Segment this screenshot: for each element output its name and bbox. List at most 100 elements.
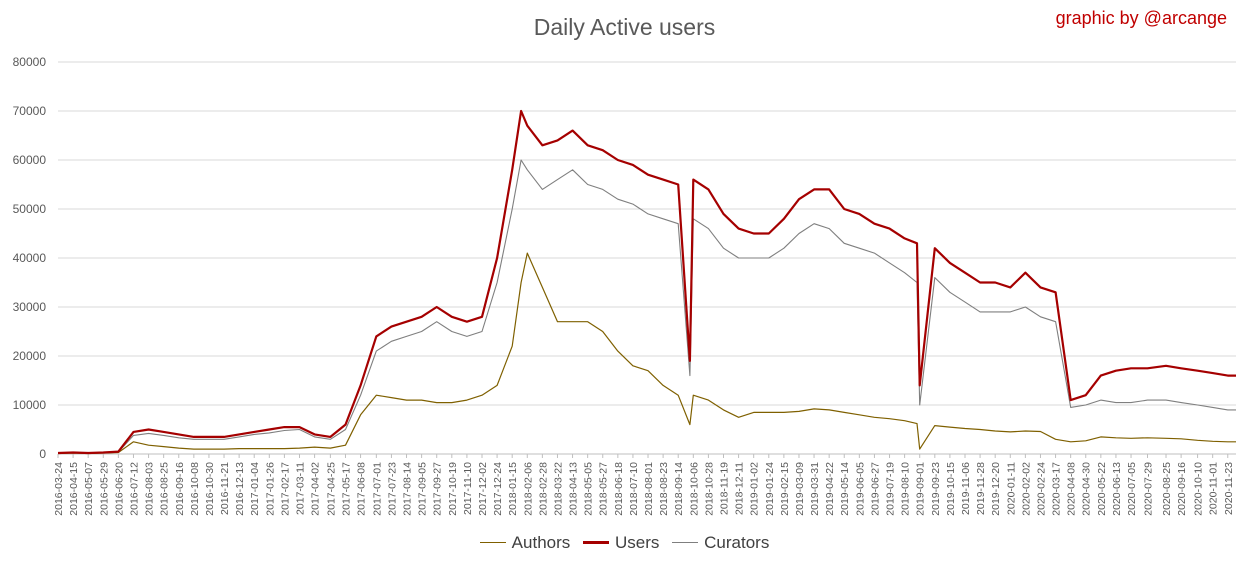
x-tick-label: 2018-02-28 <box>537 462 549 516</box>
x-tick-label: 2017-09-27 <box>432 462 444 516</box>
x-tick-label: 2016-12-13 <box>234 462 246 516</box>
x-tick-label: 2017-01-04 <box>249 462 261 516</box>
x-tick-label: 2020-02-02 <box>1020 462 1032 516</box>
legend-item-users: Users <box>583 533 659 553</box>
gridlines <box>58 61 1236 455</box>
series-line-curators <box>57 159 1236 454</box>
series-line-users <box>57 109 1236 455</box>
x-tick-label: 2018-02-06 <box>522 462 534 516</box>
x-tick-label: 2019-11-28 <box>975 462 987 515</box>
x-tick-label: 2016-10-30 <box>204 462 216 516</box>
x-tick-label: 2019-10-15 <box>945 462 957 516</box>
x-tick-label: 2017-11-10 <box>462 462 474 515</box>
legend-item-authors: Authors <box>479 533 571 553</box>
x-tick-label: 2018-04-13 <box>568 462 580 516</box>
x-tick-label: 2019-04-22 <box>824 462 836 516</box>
y-tick-label: 40000 <box>13 251 47 265</box>
x-tick-label: 2019-06-27 <box>869 462 881 516</box>
x-tick-label: 2017-04-02 <box>310 462 322 516</box>
x-tick-label: 2019-09-01 <box>915 462 927 516</box>
legend: Authors Users Curators <box>0 533 1249 553</box>
x-tick-label: 2017-07-23 <box>386 462 398 516</box>
x-tick-label: 2020-07-29 <box>1142 462 1154 516</box>
x-tick-label: 2017-03-11 <box>295 462 307 515</box>
x-tick-label: 2019-08-10 <box>900 462 912 516</box>
x-tick-label: 2020-08-25 <box>1161 462 1173 516</box>
x-tick-label: 2019-03-31 <box>809 462 821 516</box>
x-tick-label: 2019-02-15 <box>779 462 791 516</box>
legend-swatch-authors <box>479 542 506 544</box>
chart-title: Daily Active users <box>533 14 716 40</box>
y-axis-tick-labels: 0 10000 20000 30000 40000 50000 60000 70000 8000… <box>13 55 47 461</box>
x-tick-label: 2020-01-11 <box>1005 462 1017 515</box>
y-tick-label: 60000 <box>13 153 47 167</box>
x-tick-label: 2019-03-09 <box>794 462 806 516</box>
x-tick-label: 2020-07-05 <box>1126 462 1138 516</box>
x-tick-label: 2016-05-07 <box>83 462 95 516</box>
x-tick-label: 2019-01-02 <box>749 462 761 516</box>
x-tick-label: 2017-04-25 <box>325 462 337 516</box>
x-tick-label: 2017-05-17 <box>340 462 352 516</box>
x-tick-label: 2017-01-26 <box>264 462 276 516</box>
x-tick-label: 2018-08-23 <box>658 462 670 516</box>
x-tick-label: 2018-10-06 <box>688 462 700 516</box>
x-tick-label: 2018-05-27 <box>598 462 610 516</box>
legend-swatch-users <box>583 541 609 545</box>
y-tick-label: 80000 <box>13 55 47 69</box>
y-tick-label: 30000 <box>13 300 47 314</box>
x-tick-label: 2020-04-08 <box>1066 462 1078 516</box>
x-tick-label: 2017-07-01 <box>371 462 383 516</box>
x-tick-label: 2020-04-30 <box>1081 462 1093 516</box>
x-tick-label: 2016-05-29 <box>98 462 110 516</box>
x-tick-label: 2019-05-14 <box>839 462 851 516</box>
x-tick-label: 2016-11-21 <box>219 462 231 515</box>
x-tick-label: 2020-11-01 <box>1208 462 1220 515</box>
legend-label-users: Users <box>615 533 660 552</box>
x-tick-label: 2016-07-12 <box>128 462 140 516</box>
x-tick-label: 2018-10-28 <box>703 462 715 516</box>
x-tick-label: 2018-12-11 <box>734 462 746 515</box>
x-tick-label: 2017-10-19 <box>447 462 459 516</box>
x-tick-label: 2019-06-05 <box>854 462 866 516</box>
x-tick-label: 2017-02-17 <box>279 462 291 516</box>
x-tick-label: 2017-12-02 <box>477 462 489 516</box>
y-tick-label: 70000 <box>13 104 47 118</box>
x-tick-label: 2018-06-18 <box>613 462 625 516</box>
series-lines <box>57 109 1236 455</box>
x-tick-label: 2019-09-23 <box>930 462 942 516</box>
x-tick-label: 2017-06-08 <box>356 462 368 516</box>
x-tick-label: 2016-10-08 <box>189 462 201 516</box>
y-tick-label: 20000 <box>13 349 47 363</box>
x-tick-label: 2016-09-16 <box>174 462 186 516</box>
x-axis-tick-labels: 2016-03-24 2016-04-15 2016-05-07 2016-05-29… <box>53 454 1235 516</box>
x-tick-label: 2018-01-15 <box>507 462 519 516</box>
x-tick-label: 2018-11-19 <box>718 462 730 515</box>
x-tick-label: 2018-08-01 <box>643 462 655 516</box>
x-tick-label: 2019-01-24 <box>764 462 776 516</box>
x-tick-label: 2019-11-06 <box>960 462 972 515</box>
x-tick-label: 2019-12-20 <box>990 462 1002 516</box>
series-line-authors <box>57 252 1236 455</box>
x-tick-label: 2020-11-23 <box>1223 462 1235 515</box>
x-tick-label: 2016-06-20 <box>113 462 125 516</box>
x-tick-label: 2018-07-10 <box>628 462 640 516</box>
x-tick-label: 2017-08-14 <box>402 462 414 516</box>
x-tick-label: 2018-05-05 <box>583 462 595 516</box>
x-tick-label: 2018-03-22 <box>552 462 564 516</box>
y-tick-label: 0 <box>39 447 46 461</box>
x-tick-label: 2019-07-19 <box>885 462 897 516</box>
x-tick-label: 2020-03-17 <box>1051 462 1063 516</box>
x-tick-label: 2018-09-14 <box>673 462 685 516</box>
x-tick-label: 2020-10-10 <box>1193 462 1205 516</box>
y-tick-label: 50000 <box>13 202 47 216</box>
legend-item-curators: Curators <box>672 533 769 553</box>
x-tick-label: 2016-03-24 <box>53 462 65 516</box>
legend-label-curators: Curators <box>704 533 770 552</box>
x-tick-label: 2016-08-25 <box>159 462 171 516</box>
x-tick-label: 2020-05-22 <box>1096 462 1108 516</box>
x-tick-label: 2020-09-16 <box>1176 462 1188 516</box>
x-tick-label: 2016-08-03 <box>144 462 156 516</box>
y-tick-label: 10000 <box>13 398 47 412</box>
legend-label-authors: Authors <box>511 533 571 552</box>
